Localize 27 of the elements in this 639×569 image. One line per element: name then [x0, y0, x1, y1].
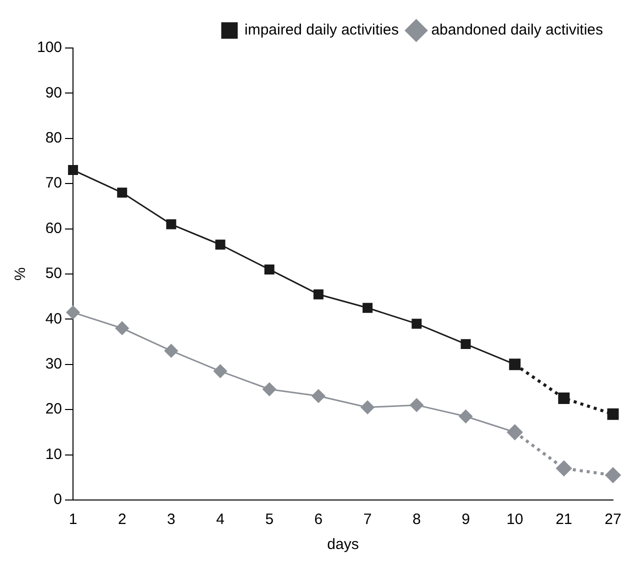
y-tick-label: 30 — [45, 356, 62, 373]
y-tick-label: 20 — [45, 400, 62, 418]
x-tick-label: 27 — [604, 511, 622, 528]
x-tick-label: 5 — [265, 511, 274, 528]
x-tick-label: 2 — [118, 511, 126, 528]
x-tick-label: 3 — [167, 511, 176, 528]
x-tick-label: 8 — [412, 511, 421, 528]
y-tick-label: 60 — [45, 220, 62, 237]
x-axis-title: days — [327, 536, 359, 554]
y-axis-title: % — [12, 267, 30, 281]
y-tick-label: 0 — [54, 491, 62, 508]
x-tick-label: 4 — [216, 511, 224, 528]
y-tick-label: 50 — [45, 265, 62, 282]
x-tick-label: 1 — [68, 511, 78, 528]
x-tick-label: 21 — [556, 511, 572, 528]
legend-label: impaired daily activities — [244, 22, 399, 39]
x-tick-label: 6 — [314, 511, 323, 528]
y-tick-label: 80 — [45, 130, 62, 147]
x-tick-label: 10 — [506, 511, 524, 528]
legend-label: abandoned daily activities — [431, 22, 604, 39]
x-tick-label: 9 — [462, 511, 470, 528]
y-tick-label: 40 — [45, 310, 62, 328]
x-tick-label: 7 — [363, 511, 372, 528]
y-tick-label: 100 — [36, 39, 62, 56]
y-tick-label: 90 — [45, 84, 62, 102]
y-tick-label: 10 — [45, 446, 62, 463]
y-tick-label: 70 — [45, 174, 62, 192]
